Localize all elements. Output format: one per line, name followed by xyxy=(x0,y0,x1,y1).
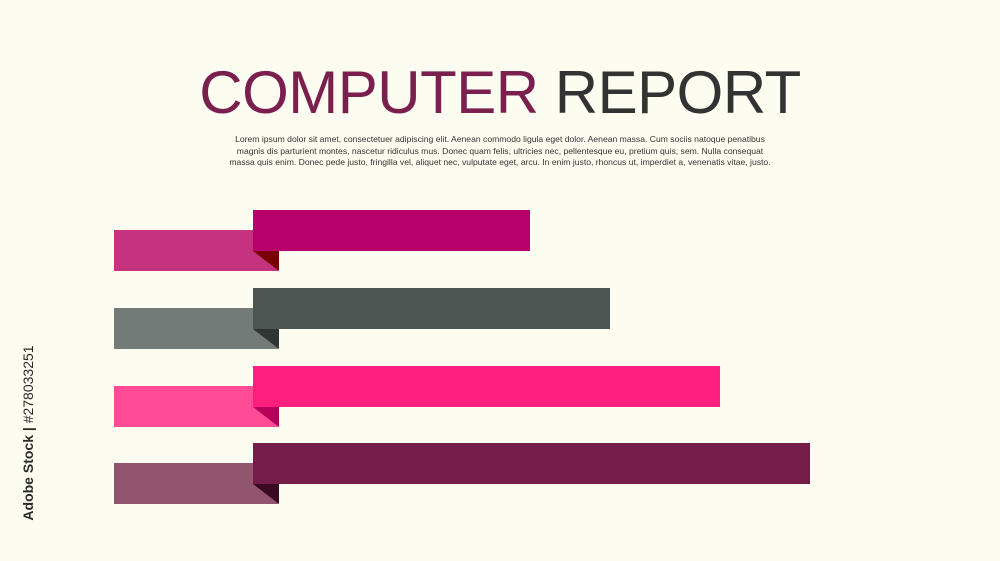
bar-fold-1 xyxy=(253,251,279,271)
bar-fold-3 xyxy=(253,407,279,427)
bar-3 xyxy=(253,366,720,407)
title-word-computer: COMPUTER xyxy=(199,59,539,126)
stock-watermark-text: Adobe Stock | #278033251 xyxy=(20,345,36,520)
bar-1 xyxy=(253,210,530,251)
bar-2 xyxy=(253,288,610,329)
watermark-id: #278033251 xyxy=(20,345,36,424)
page-title: COMPUTER REPORT xyxy=(0,58,1000,128)
watermark-brand: Adobe Stock xyxy=(20,435,36,521)
bar-tab-2 xyxy=(114,308,278,349)
bar-tab-1 xyxy=(114,230,278,271)
watermark-separator: | xyxy=(20,427,36,432)
bar-fold-4 xyxy=(253,484,279,504)
bar-4 xyxy=(253,443,810,484)
description-text: Lorem ipsum dolor sit amet, consectetuer… xyxy=(229,134,771,167)
bar-fold-2 xyxy=(253,329,279,349)
bar-tab-3 xyxy=(114,386,278,427)
title-word-report: REPORT xyxy=(554,59,801,126)
bar-tab-4 xyxy=(114,463,278,504)
